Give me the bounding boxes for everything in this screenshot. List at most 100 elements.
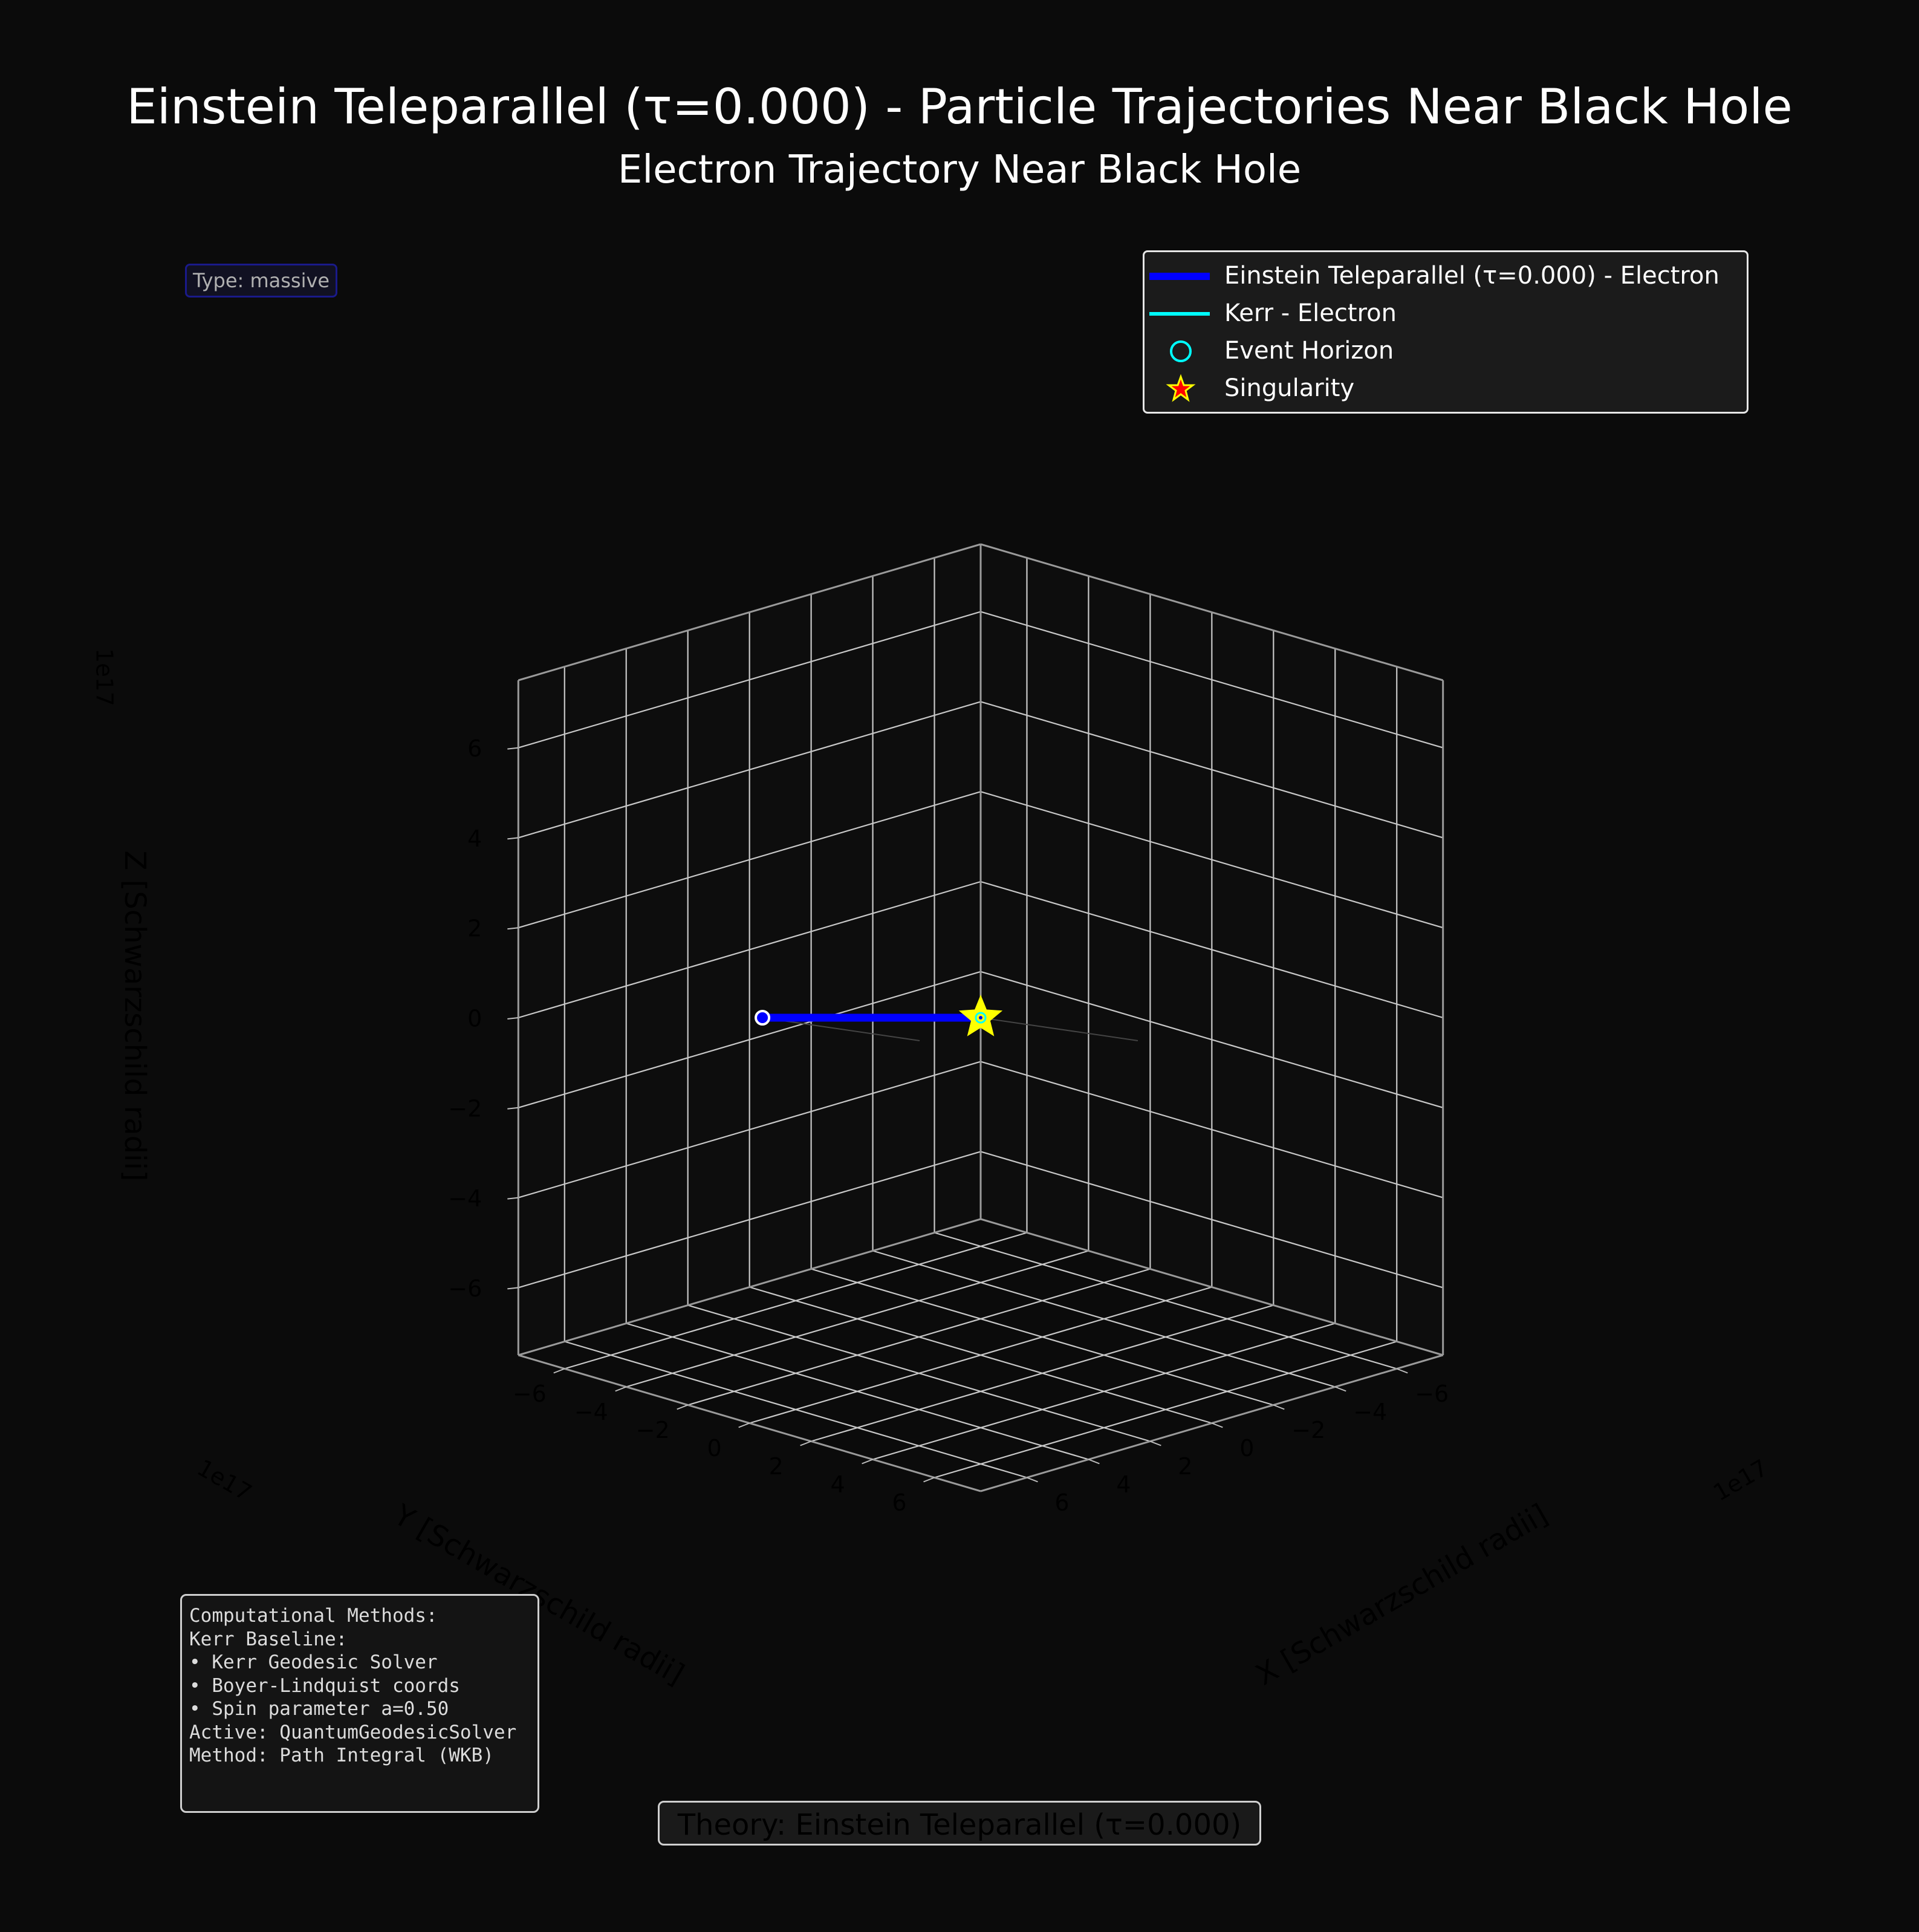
x-tick-mark [1088, 1459, 1100, 1465]
tick-labels: −6 −6 −6 −4 −4 −4 −2 −2 −2 0 0 0 2 2 2 4 4 4 6 6 6 1e17 1e17 1e… [91, 648, 1773, 1516]
y-tick-label: 0 [707, 1435, 722, 1462]
z-tick-mark [507, 927, 519, 930]
grid-line [687, 1304, 1151, 1442]
z-tick-label: −4 [448, 1185, 482, 1212]
x-tick-mark [1396, 1368, 1408, 1374]
y-tick-mark [862, 1459, 873, 1465]
y-tick-label: 6 [892, 1489, 906, 1516]
chart-subtitle: Electron Trajectory Near Black Hole [617, 148, 1302, 192]
z-tick-mark [507, 1197, 519, 1200]
y-tick-mark [800, 1440, 811, 1446]
grid-line [518, 701, 981, 839]
grid-line [518, 611, 981, 749]
x-tick-label: 2 [1178, 1453, 1192, 1480]
methods-line: • Kerr Geodesic Solver [189, 1651, 438, 1673]
z-tick-label: 0 [467, 1006, 482, 1032]
pane-edge [518, 543, 981, 681]
particle-type-badge: Type: massive [185, 264, 338, 298]
z-offset-label: 1e17 [91, 648, 118, 706]
circle-icon [1170, 340, 1192, 362]
singularity-star [958, 994, 1003, 1036]
grid-line [980, 791, 1444, 929]
y-tick-label: 2 [769, 1453, 784, 1480]
y-tick-label: −2 [636, 1417, 670, 1443]
z-tick-mark [507, 1287, 519, 1290]
x-tick-label: 6 [1054, 1489, 1069, 1516]
methods-line: Computational Methods: [189, 1605, 438, 1627]
grid-line [626, 1322, 1089, 1460]
line-icon [1149, 312, 1210, 316]
legend-item-horizon: Event Horizon [1145, 333, 1747, 369]
legend-item-kerr: Kerr - Electron [1145, 296, 1747, 332]
y-offset-label: 1e17 [193, 1454, 256, 1506]
grid-line [564, 1341, 1027, 1478]
z-tick-label: 4 [467, 825, 482, 852]
legend: Einstein Teleparallel (τ=0.000) - Electr… [1143, 250, 1749, 414]
grid-line [518, 880, 981, 1019]
z-tick-mark [507, 1017, 519, 1020]
methods-line: • Spin parameter a=0.50 [189, 1698, 449, 1720]
x-offset-label: 1e17 [1709, 1454, 1772, 1506]
legend-label-einstein: Einstein Teleparallel (τ=0.000) - Electr… [1224, 262, 1719, 290]
y-tick-mark [615, 1386, 627, 1392]
x-axis-label: X [Schwarzschild radii] [1250, 1497, 1554, 1692]
trajectory-shadow [980, 1017, 1138, 1041]
thick-line-icon [1149, 273, 1210, 280]
x-tick-label: 0 [1239, 1435, 1254, 1462]
x-tick-label: −4 [1353, 1399, 1387, 1425]
x-tick-mark [1211, 1422, 1223, 1428]
pane-edge [980, 1218, 1444, 1356]
x-tick-label: −2 [1291, 1417, 1325, 1443]
grid-lines [517, 543, 1444, 1492]
y-tick-mark [738, 1422, 750, 1428]
event-horizon-marker [975, 1012, 987, 1024]
grid-line [980, 611, 1444, 749]
figure-title: Einstein Teleparallel (τ=0.000) - Partic… [126, 79, 1793, 135]
y-tick-label: −6 [513, 1381, 547, 1407]
z-axis-label: Z [Schwarzschild radii] [118, 851, 152, 1182]
grid-line [980, 880, 1444, 1019]
x-tick-label: −6 [1415, 1381, 1449, 1407]
start-point-marker [755, 1010, 771, 1026]
z-tick-mark [507, 747, 519, 750]
theory-label-box: Theory: Einstein Teleparallel (τ=0.000) [658, 1801, 1261, 1846]
grid-line [749, 1286, 1212, 1424]
x-tick-mark [1027, 1477, 1038, 1483]
z-tick-mark [507, 837, 519, 840]
legend-label-kerr: Kerr - Electron [1224, 299, 1397, 327]
z-tick-mark [507, 1107, 519, 1110]
methods-line: • Boyer-Lindquist coords [189, 1674, 460, 1697]
grid-line [872, 1322, 1336, 1460]
y-tick-label: 4 [830, 1471, 845, 1498]
x-tick-mark [1150, 1440, 1161, 1446]
y-tick-mark [923, 1477, 935, 1483]
methods-line: Active: QuantumGeodesicSolver [189, 1721, 517, 1743]
z-tick-label: −6 [448, 1275, 482, 1302]
grid-line [811, 1304, 1274, 1442]
methods-line: Kerr Baseline: [189, 1628, 348, 1650]
legend-item-einstein: Einstein Teleparallel (τ=0.000) - Electr… [1145, 258, 1747, 294]
x-tick-mark [1334, 1386, 1346, 1392]
legend-item-singularity: Singularity [1145, 371, 1747, 407]
series-layer [755, 994, 1138, 1041]
z-tick-label: −2 [448, 1095, 482, 1122]
star-icon [1166, 374, 1196, 402]
event-horizon-core [979, 1016, 982, 1020]
y-tick-label: −4 [574, 1399, 608, 1425]
y-tick-mark [553, 1368, 565, 1374]
x-tick-label: 4 [1116, 1471, 1131, 1498]
grid-line [934, 1341, 1397, 1478]
x-tick-mark [1273, 1404, 1285, 1410]
pane-edge [980, 543, 1444, 681]
legend-label-singularity: Singularity [1224, 374, 1355, 402]
z-tick-label: 2 [467, 916, 482, 942]
legend-label-horizon: Event Horizon [1224, 337, 1394, 365]
y-tick-mark [677, 1404, 689, 1410]
computational-methods-box: Computational Methods: Kerr Baseline: • Ke… [180, 1594, 539, 1813]
methods-line: Method: Path Integral (WKB) [189, 1745, 494, 1766]
grid-line [518, 791, 981, 929]
pane-edge [518, 1218, 981, 1356]
grid-line [980, 701, 1444, 839]
z-tick-label: 6 [467, 735, 482, 762]
